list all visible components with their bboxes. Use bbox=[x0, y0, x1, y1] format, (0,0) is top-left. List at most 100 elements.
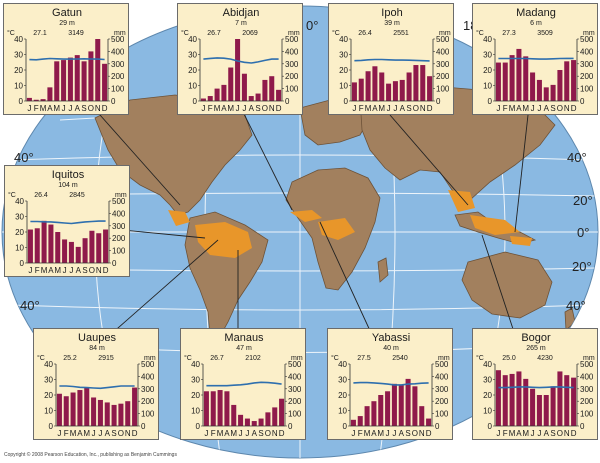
temp-tick-label: 10 bbox=[188, 82, 197, 91]
station-elevation: 84 m bbox=[89, 345, 105, 352]
month-label: J bbox=[239, 429, 243, 438]
month-label: A bbox=[47, 104, 53, 113]
precip-tick-label: 400 bbox=[285, 47, 299, 56]
temp-tick-label: 40 bbox=[191, 360, 200, 369]
precip-tick-label: 200 bbox=[580, 72, 594, 81]
annual-precip: 2551 bbox=[393, 30, 409, 37]
month-label: M bbox=[217, 429, 224, 438]
precip-tick-label: 0 bbox=[111, 97, 116, 106]
month-label: O bbox=[557, 429, 563, 438]
station-elevation: 39 m bbox=[384, 20, 400, 27]
temp-tick-label: 30 bbox=[15, 213, 24, 222]
precip-bar-9 bbox=[550, 386, 556, 426]
precip-tick-label: 0 bbox=[288, 422, 293, 431]
temp-tick-label: 40 bbox=[483, 35, 492, 44]
month-label: A bbox=[105, 429, 111, 438]
annual-precip: 2069 bbox=[242, 30, 258, 37]
precip-tick-label: 300 bbox=[580, 60, 594, 69]
precip-bar-1 bbox=[56, 393, 62, 426]
precip-tick-label: 400 bbox=[435, 372, 449, 381]
precip-bar-11 bbox=[419, 406, 425, 426]
month-label: N bbox=[564, 429, 570, 438]
mean-temp: 26.4 bbox=[358, 30, 372, 37]
month-label: A bbox=[400, 104, 406, 113]
month-label: A bbox=[516, 104, 522, 113]
precip-tick-label: 200 bbox=[288, 397, 302, 406]
precip-bar-4 bbox=[372, 66, 378, 101]
temp-unit: °C bbox=[181, 29, 189, 37]
station-elevation: 6 m bbox=[530, 20, 542, 27]
precip-tick-label: 300 bbox=[111, 60, 125, 69]
precip-bar-7 bbox=[392, 81, 398, 101]
month-label: J bbox=[57, 429, 61, 438]
temp-tick-label: 0 bbox=[20, 259, 25, 268]
month-label: S bbox=[550, 429, 555, 438]
month-label: J bbox=[92, 429, 96, 438]
month-label: F bbox=[359, 104, 364, 113]
mean-temp: 26.7 bbox=[210, 355, 224, 362]
month-label: F bbox=[503, 104, 508, 113]
month-label: S bbox=[111, 429, 116, 438]
precip-bar-8 bbox=[543, 395, 549, 426]
precip-tick-label: 400 bbox=[436, 47, 450, 56]
precip-tick-label: 500 bbox=[435, 360, 449, 369]
month-label: A bbox=[249, 104, 255, 113]
precip-bar-12 bbox=[102, 63, 108, 101]
month-label: J bbox=[68, 104, 72, 113]
month-label: M bbox=[41, 266, 48, 275]
lat-label-north-right: 40° bbox=[567, 150, 587, 165]
precip-bar-5 bbox=[379, 72, 385, 101]
month-label: M bbox=[378, 104, 385, 113]
month-label: O bbox=[89, 266, 95, 275]
precip-tick-label: 200 bbox=[436, 72, 450, 81]
temperature-line bbox=[498, 57, 574, 60]
climate-chart-gatun: Gatun 29 m °C 27.1 3149 mm 0 10 20 30 40 0 100 200 300… bbox=[3, 3, 129, 115]
lon-label-0: 0° bbox=[306, 18, 319, 33]
precip-tick-label: 400 bbox=[111, 47, 125, 56]
precip-bar-9 bbox=[255, 93, 261, 101]
temp-tick-label: 20 bbox=[44, 391, 53, 400]
month-label: N bbox=[269, 104, 275, 113]
climate-chart-bogor: Bogor 265 m °C 25.0 4230 mm 0 10 20 30 40 0 100 200 30… bbox=[472, 328, 598, 440]
precip-tick-label: 0 bbox=[580, 97, 585, 106]
mean-temp: 27.5 bbox=[357, 355, 371, 362]
precip-tick-label: 400 bbox=[580, 372, 594, 381]
annual-precip: 2540 bbox=[392, 355, 408, 362]
precip-tick-label: 300 bbox=[436, 60, 450, 69]
temp-tick-label: 40 bbox=[14, 35, 23, 44]
climate-chart-yabassi: Yabassi 40 m °C 27.5 2540 mm 0 10 20 30 40 0 100 200 3… bbox=[327, 328, 453, 440]
precip-tick-label: 300 bbox=[288, 385, 302, 394]
precip-bar-4 bbox=[221, 84, 227, 101]
month-label: D bbox=[103, 266, 109, 275]
month-label: S bbox=[406, 104, 411, 113]
month-label: O bbox=[412, 429, 418, 438]
month-label: F bbox=[208, 104, 213, 113]
precip-bar-1 bbox=[495, 62, 501, 101]
precip-tick-label: 100 bbox=[436, 85, 450, 94]
precip-bar-7 bbox=[244, 418, 250, 426]
precip-bar-8 bbox=[398, 385, 404, 426]
month-label: J bbox=[393, 104, 397, 113]
tropical-rainforest-regions bbox=[168, 190, 532, 258]
precip-bar-6 bbox=[238, 414, 244, 426]
temp-tick-label: 40 bbox=[339, 35, 348, 44]
month-label: A bbox=[77, 429, 83, 438]
precip-tick-label: 500 bbox=[112, 197, 126, 206]
month-label: A bbox=[371, 429, 377, 438]
month-label: S bbox=[405, 429, 410, 438]
precip-bar-4 bbox=[48, 224, 54, 263]
station-name: Manaus bbox=[224, 332, 264, 344]
precip-tick-label: 100 bbox=[435, 410, 449, 419]
month-label: N bbox=[419, 429, 425, 438]
precip-bar-12 bbox=[279, 398, 285, 426]
precip-bar-5 bbox=[378, 395, 384, 426]
precip-bar-3 bbox=[509, 55, 515, 101]
precip-bar-8 bbox=[104, 402, 110, 426]
annual-precip: 2102 bbox=[245, 355, 261, 362]
precip-bar-2 bbox=[502, 375, 508, 426]
